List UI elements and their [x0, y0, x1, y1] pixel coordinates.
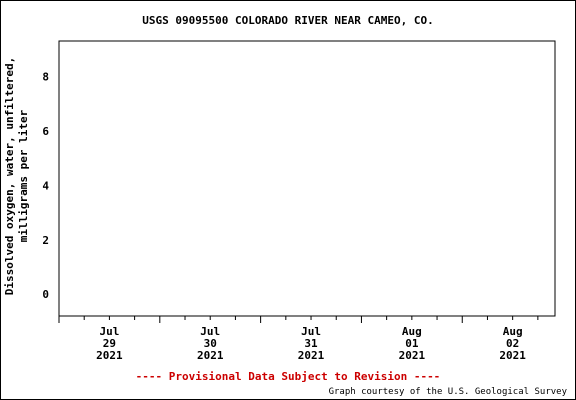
x-tick-day: 01 — [405, 337, 419, 350]
chart-title: USGS 09095500 COLORADO RIVER NEAR CAMEO,… — [142, 14, 433, 27]
x-tick-year: 2021 — [499, 349, 526, 362]
x-tick-year: 2021 — [298, 349, 325, 362]
x-tick-month: Aug — [503, 325, 523, 338]
courtesy-note: Graph courtesy of the U.S. Geological Su… — [329, 387, 568, 397]
y-tick-label: 2 — [42, 234, 49, 247]
y-tick-label: 6 — [42, 125, 49, 138]
y-axis-label-line-1: Dissolved oxygen, water, unfiltered, — [3, 57, 16, 295]
x-tick-year: 2021 — [96, 349, 123, 362]
x-tick-day: 02 — [506, 337, 519, 350]
y-tick-label: 4 — [42, 179, 49, 192]
plot-area: 02468Jul292021Jul302021Jul312021Aug01202… — [42, 40, 556, 362]
plot-border — [58, 40, 556, 317]
y-tick-label: 8 — [42, 70, 49, 83]
x-tick-year: 2021 — [399, 349, 426, 362]
x-tick-month: Aug — [402, 325, 422, 338]
x-tick-day: 30 — [204, 337, 217, 350]
x-tick-day: 29 — [103, 337, 116, 350]
x-tick-year: 2021 — [197, 349, 224, 362]
x-tick-day: 31 — [304, 337, 318, 350]
x-tick-month: Jul — [301, 325, 321, 338]
provisional-notice: ---- Provisional Data Subject to Revisio… — [136, 370, 441, 383]
x-tick-month: Jul — [200, 325, 220, 338]
y-tick-label: 0 — [42, 288, 49, 301]
y-axis-label-line-2: milligrams per liter — [17, 109, 30, 242]
x-tick-month: Jul — [99, 325, 119, 338]
